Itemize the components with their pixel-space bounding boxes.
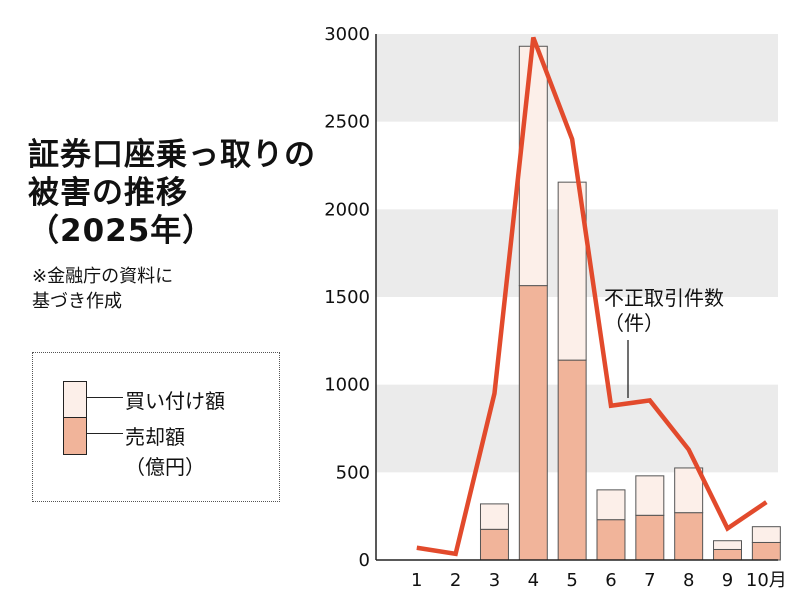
legend-swatch-sell bbox=[63, 417, 87, 455]
grid-band bbox=[376, 34, 778, 122]
axes bbox=[375, 34, 778, 561]
bar-sell bbox=[479, 528, 509, 561]
x-tick-label: 6 bbox=[605, 570, 616, 591]
bar-buy bbox=[635, 475, 665, 516]
x-tick-label: 10月 bbox=[746, 570, 787, 591]
x-tick-label: 7 bbox=[644, 570, 655, 591]
line-annotation: 不正取引件数 （件） bbox=[604, 286, 724, 398]
x-tick-label: 4 bbox=[528, 570, 539, 591]
legend-unit: （億円） bbox=[125, 455, 205, 479]
legend-swatch-buy bbox=[63, 381, 87, 417]
x-tick-label: 2 bbox=[450, 570, 461, 591]
bar-buy bbox=[674, 467, 704, 514]
bar-sell bbox=[713, 548, 742, 561]
x-tick-label: 3 bbox=[489, 570, 500, 591]
legend-leader-buy bbox=[87, 397, 123, 398]
source-note: ※金融庁の資料に 基づき作成 bbox=[32, 266, 174, 312]
y-tick-label: 1000 bbox=[324, 375, 370, 396]
x-tick-label: 5 bbox=[566, 570, 577, 591]
bar-buy bbox=[713, 540, 742, 550]
legend-leader-sell bbox=[87, 433, 123, 434]
legend-label-buy: 買い付け額 bbox=[125, 389, 225, 413]
bar-buy bbox=[479, 503, 509, 530]
annotation-label-line2: （件） bbox=[604, 311, 664, 335]
y-tick-label: 2000 bbox=[324, 199, 370, 220]
bar-sell bbox=[635, 514, 665, 561]
legend: 買い付け額 売却額 （億円） bbox=[32, 352, 280, 502]
bar-sell bbox=[596, 519, 626, 561]
annotation-label-line1: 不正取引件数 bbox=[604, 286, 724, 310]
chart-title: 証券口座乗っ取りの 被害の推移 （2025年） bbox=[28, 137, 316, 249]
x-tick-label: 1 bbox=[411, 570, 422, 591]
tick-labels: 0 500 1000 1500 2000 2500 3000 1 2 3 4 5 6 7 8 9 10月 bbox=[324, 24, 787, 591]
y-tick-label: 0 bbox=[359, 550, 370, 571]
bar-sell bbox=[557, 359, 587, 561]
bar-buy bbox=[518, 45, 548, 287]
y-tick-label: 3000 bbox=[324, 24, 370, 45]
bar-buy bbox=[596, 489, 626, 521]
y-tick-label: 1500 bbox=[324, 287, 370, 308]
bars bbox=[479, 45, 781, 561]
incidents-line bbox=[416, 36, 768, 557]
bar-sell bbox=[518, 285, 548, 561]
x-tick-label: 9 bbox=[722, 570, 733, 591]
y-tick-label: 500 bbox=[336, 462, 370, 483]
y-tick-label: 2500 bbox=[324, 112, 370, 133]
incidents-line-path bbox=[416, 36, 768, 557]
bar-buy bbox=[751, 526, 781, 543]
bar-sell bbox=[751, 541, 781, 561]
bar-sell bbox=[674, 512, 704, 561]
x-tick-label: 8 bbox=[683, 570, 694, 591]
legend-label-sell: 売却額 bbox=[125, 425, 185, 449]
